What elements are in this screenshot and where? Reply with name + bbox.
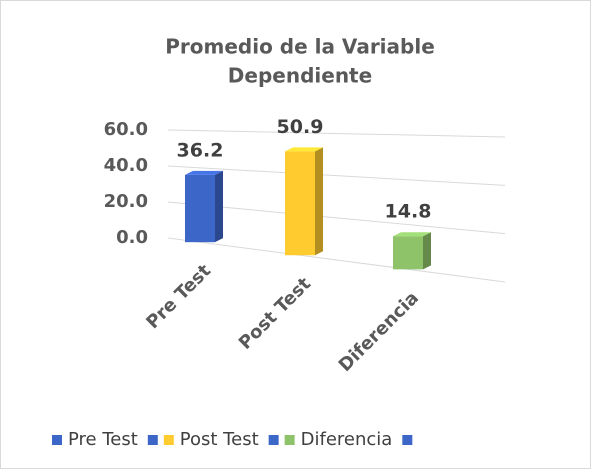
grid-line — [167, 237, 506, 283]
bar-front — [393, 236, 423, 270]
legend-swatch — [402, 435, 413, 445]
y-tick-label: 0.0 — [116, 227, 148, 248]
legend-swatch — [163, 435, 174, 445]
bar-front — [285, 151, 315, 256]
bar-top — [393, 232, 431, 237]
legend-swatch — [268, 435, 279, 445]
value-label: 36.2 — [177, 139, 224, 161]
bar-top — [185, 170, 223, 175]
bar-side — [215, 170, 223, 243]
bar — [393, 232, 431, 270]
bar — [185, 170, 223, 243]
legend-swatch — [284, 435, 295, 445]
bar-front — [185, 174, 215, 243]
bar-top — [285, 147, 323, 152]
legend-swatch — [147, 435, 158, 445]
bar-side — [423, 232, 431, 270]
value-label: 50.9 — [277, 116, 324, 138]
legend-swatch — [52, 435, 62, 445]
bar — [285, 147, 323, 256]
chart-title: Dependiente — [228, 64, 372, 88]
y-tick-label: 40.0 — [104, 155, 148, 176]
chart-title: Promedio de la Variable — [165, 35, 435, 59]
grid-line — [167, 201, 506, 235]
legend-label: Diferencia — [301, 429, 393, 450]
y-tick-label: 60.0 — [104, 119, 148, 140]
bar-side — [315, 147, 323, 256]
grid-line — [167, 165, 506, 186]
y-tick-label: 20.0 — [104, 191, 148, 212]
grid-line — [167, 129, 506, 138]
legend-label: Pre Test — [68, 429, 138, 450]
value-label: 14.8 — [385, 201, 432, 223]
legend-label: Post Test — [180, 429, 259, 450]
